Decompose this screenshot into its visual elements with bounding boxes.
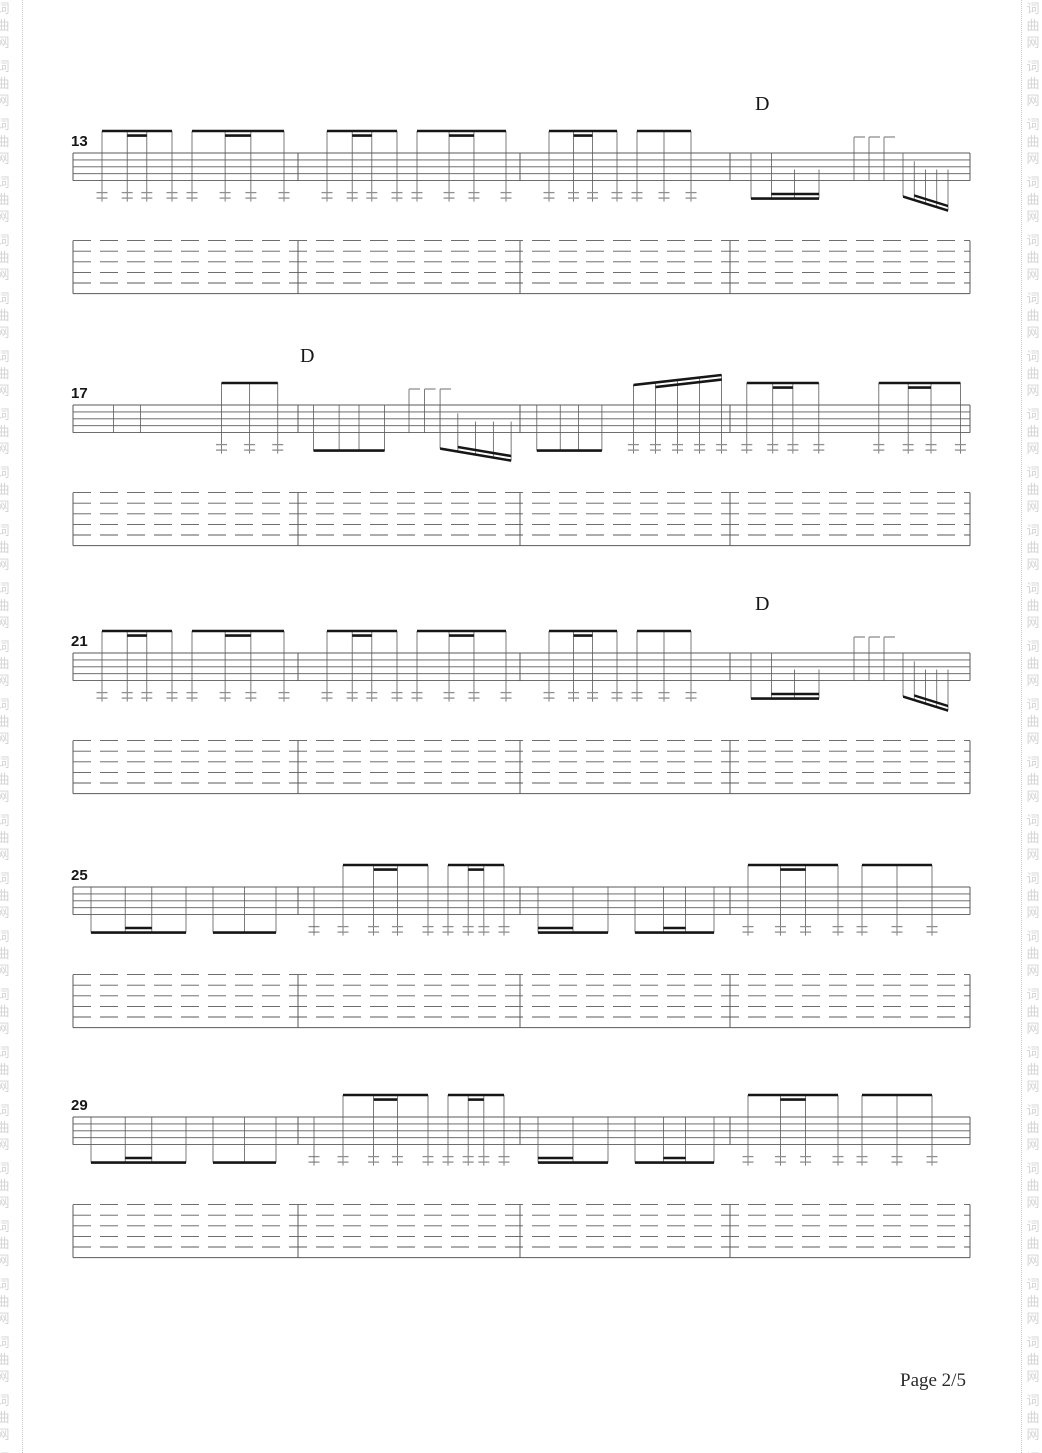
svg-text:D: D: [300, 345, 314, 367]
svg-text:21: 21: [71, 633, 88, 650]
svg-text:25: 25: [71, 867, 88, 884]
svg-text:13: 13: [71, 133, 88, 150]
svg-text:D: D: [755, 593, 769, 615]
svg-text:29: 29: [71, 1097, 88, 1114]
svg-text:D: D: [755, 93, 769, 115]
svg-text:17: 17: [71, 385, 88, 402]
